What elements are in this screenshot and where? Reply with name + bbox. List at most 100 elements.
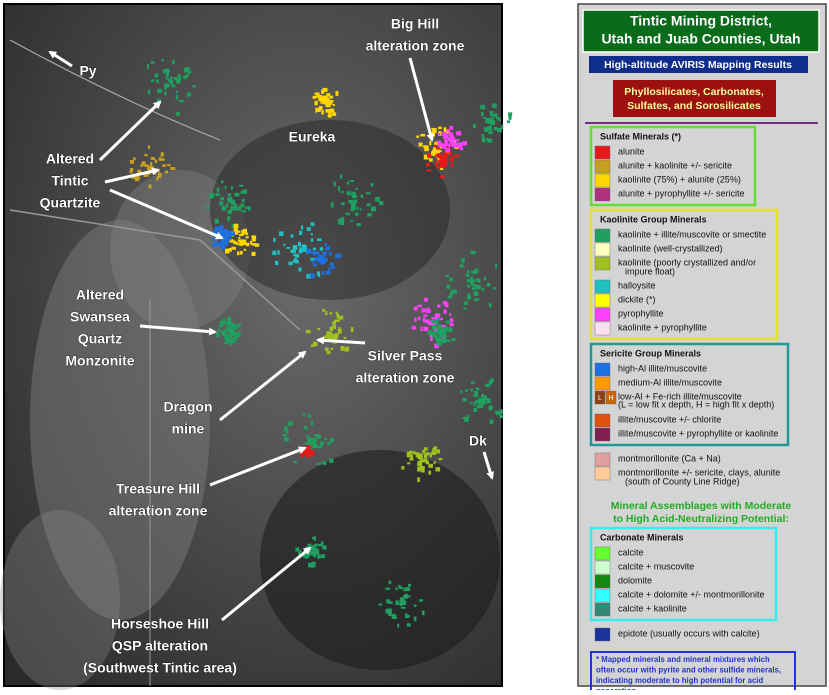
mineral-pixel bbox=[307, 437, 311, 442]
mineral-pixel bbox=[299, 247, 304, 251]
map-label: QSP alteration bbox=[112, 638, 208, 654]
mineral-pixel bbox=[161, 58, 164, 62]
arrow bbox=[219, 350, 307, 422]
map-label: Tintic bbox=[51, 173, 88, 189]
mineral-pixel bbox=[160, 158, 165, 161]
mineral-pixel bbox=[463, 301, 468, 305]
mineral-pixel bbox=[212, 231, 217, 235]
mineral-pixel bbox=[227, 317, 232, 322]
mineral-pixel bbox=[340, 216, 345, 222]
mineral-pixel bbox=[129, 168, 134, 172]
assemblage-heading: to High Acid-Neutralizing Potential: bbox=[613, 513, 789, 525]
mineral-pixel bbox=[385, 599, 390, 604]
swatch bbox=[594, 321, 611, 336]
mineral-pixel bbox=[302, 244, 307, 249]
map-label: Swansea bbox=[70, 309, 130, 325]
arrow bbox=[139, 324, 217, 336]
mineral-pixel bbox=[438, 457, 443, 461]
mineral-pixel bbox=[449, 277, 453, 282]
mineral-pixel bbox=[165, 85, 169, 88]
mineral-pixel bbox=[446, 339, 451, 342]
mineral-pixel bbox=[320, 101, 326, 104]
mineral-pixel bbox=[170, 167, 176, 171]
mineral-pixel bbox=[467, 293, 471, 299]
swatch bbox=[594, 187, 611, 202]
mineral-pixel bbox=[446, 143, 450, 146]
mineral-pixel bbox=[399, 601, 403, 606]
mineral-pixel bbox=[463, 307, 467, 310]
mineral-pixel bbox=[328, 268, 331, 271]
item-label: alunite + kaolinite +/- sericite bbox=[618, 160, 732, 170]
item-label: illite/muscovite +/- chlorite bbox=[618, 414, 721, 424]
mineral-pixel bbox=[333, 181, 336, 187]
mineral-pixel bbox=[335, 311, 338, 314]
mineral-pixel bbox=[370, 183, 374, 187]
mineral-pixel bbox=[312, 438, 317, 443]
mineral-pixel bbox=[221, 206, 227, 211]
mineral-pixel bbox=[209, 193, 215, 199]
mineral-pixel bbox=[495, 264, 498, 269]
mineral-pixel bbox=[482, 402, 487, 405]
mineral-pixel bbox=[444, 133, 448, 136]
map-label: Quartz bbox=[78, 331, 122, 347]
mineral-pixel bbox=[142, 161, 146, 166]
mineral-pixel bbox=[449, 132, 454, 137]
mineral-pixel bbox=[348, 200, 351, 204]
mineral-pixel bbox=[433, 446, 438, 450]
mineral-pixel bbox=[495, 412, 499, 416]
mineral-pixel bbox=[422, 449, 425, 454]
mineral-pixel bbox=[297, 241, 302, 247]
mineral-pixel bbox=[230, 199, 236, 204]
mineral-pixel bbox=[231, 202, 236, 205]
mineral-pixel bbox=[312, 547, 318, 551]
mineral-pixel bbox=[310, 238, 314, 243]
mineral-pixel bbox=[288, 261, 293, 266]
map-label: alteration zone bbox=[356, 370, 455, 386]
swatch bbox=[594, 145, 611, 160]
item-label: low-Al + Fe-rich illite/muscovite bbox=[618, 391, 742, 401]
arrow bbox=[104, 167, 160, 184]
mineral-pixel bbox=[434, 144, 437, 148]
mineral-pixel bbox=[429, 158, 433, 162]
mineral-pixel bbox=[274, 260, 279, 266]
mineral-pixel bbox=[481, 111, 484, 117]
mineral-pixel bbox=[170, 76, 173, 80]
mineral-pixel bbox=[310, 421, 314, 426]
mineral-pixel bbox=[451, 338, 456, 342]
mineral-pixel bbox=[422, 317, 426, 323]
mineral-pixel bbox=[226, 203, 229, 206]
mineral-pixel bbox=[224, 248, 230, 254]
mineral-pixel bbox=[146, 64, 150, 69]
mineral-pixel bbox=[324, 437, 327, 441]
mineral-pixel bbox=[404, 614, 410, 618]
mineral-pixel bbox=[378, 603, 382, 606]
mineral-pixel bbox=[413, 616, 417, 622]
mineral-pixel bbox=[476, 285, 481, 290]
mineral-pixel bbox=[434, 141, 439, 145]
mineral-pixel bbox=[476, 278, 481, 283]
mineral-pixel bbox=[334, 333, 339, 337]
mineral-pixel bbox=[431, 319, 436, 324]
mineral-pixel bbox=[327, 246, 331, 250]
mineral-pixel bbox=[166, 72, 169, 77]
mineral-pixel bbox=[398, 584, 401, 588]
mineral-pixel bbox=[450, 135, 455, 140]
mineral-pixel bbox=[447, 138, 451, 142]
mineral-pixel bbox=[242, 242, 246, 245]
mineral-pixel bbox=[464, 416, 469, 422]
mineral-pixel bbox=[442, 145, 445, 149]
mineral-pixel bbox=[355, 187, 358, 190]
mineral-pixel bbox=[323, 95, 328, 98]
mineral-pixel bbox=[148, 184, 152, 189]
mineral-pixel bbox=[160, 152, 164, 157]
mineral-pixel bbox=[312, 251, 317, 256]
mineral-pixel bbox=[433, 151, 437, 157]
mineral-pixel bbox=[220, 197, 225, 201]
footnote: indicating moderate to high potential fo… bbox=[596, 676, 763, 685]
item-label: kaolinite + illite/muscovite or smectite bbox=[618, 229, 766, 239]
mineral-pixel bbox=[375, 196, 380, 202]
mineral-pixel bbox=[284, 426, 288, 431]
mineral-pixel bbox=[331, 266, 336, 269]
mineral-pixel bbox=[327, 442, 331, 445]
arrow bbox=[408, 57, 435, 142]
